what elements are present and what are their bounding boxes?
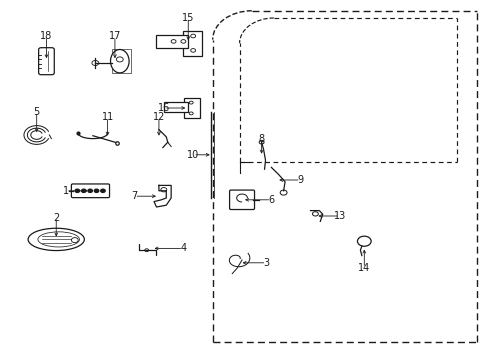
Text: 12: 12 — [152, 112, 165, 122]
Ellipse shape — [110, 49, 129, 73]
Text: 2: 2 — [53, 213, 59, 223]
Text: 13: 13 — [333, 211, 346, 221]
Ellipse shape — [28, 228, 84, 251]
Text: 6: 6 — [268, 195, 274, 205]
Text: 5: 5 — [34, 107, 40, 117]
Text: 8: 8 — [258, 134, 264, 144]
FancyBboxPatch shape — [229, 190, 254, 210]
Text: 15: 15 — [182, 13, 194, 23]
Ellipse shape — [38, 232, 80, 247]
Text: 9: 9 — [297, 175, 303, 185]
Text: 10: 10 — [186, 150, 199, 160]
Bar — [183, 31, 202, 56]
Text: 16: 16 — [157, 103, 170, 113]
Text: 11: 11 — [101, 112, 114, 122]
Bar — [184, 98, 200, 118]
Text: 17: 17 — [108, 31, 121, 41]
Text: 7: 7 — [131, 191, 137, 201]
Circle shape — [88, 189, 92, 192]
FancyBboxPatch shape — [71, 184, 109, 198]
Bar — [156, 35, 188, 48]
Text: 1: 1 — [63, 186, 69, 196]
Circle shape — [101, 189, 105, 192]
Text: 4: 4 — [180, 243, 186, 253]
Circle shape — [75, 189, 80, 192]
Bar — [112, 49, 131, 73]
Text: 18: 18 — [40, 31, 53, 41]
Text: 14: 14 — [357, 263, 370, 273]
Circle shape — [81, 189, 86, 192]
Circle shape — [94, 189, 99, 192]
Text: 3: 3 — [263, 258, 269, 268]
Bar — [163, 102, 188, 112]
FancyBboxPatch shape — [39, 48, 54, 75]
